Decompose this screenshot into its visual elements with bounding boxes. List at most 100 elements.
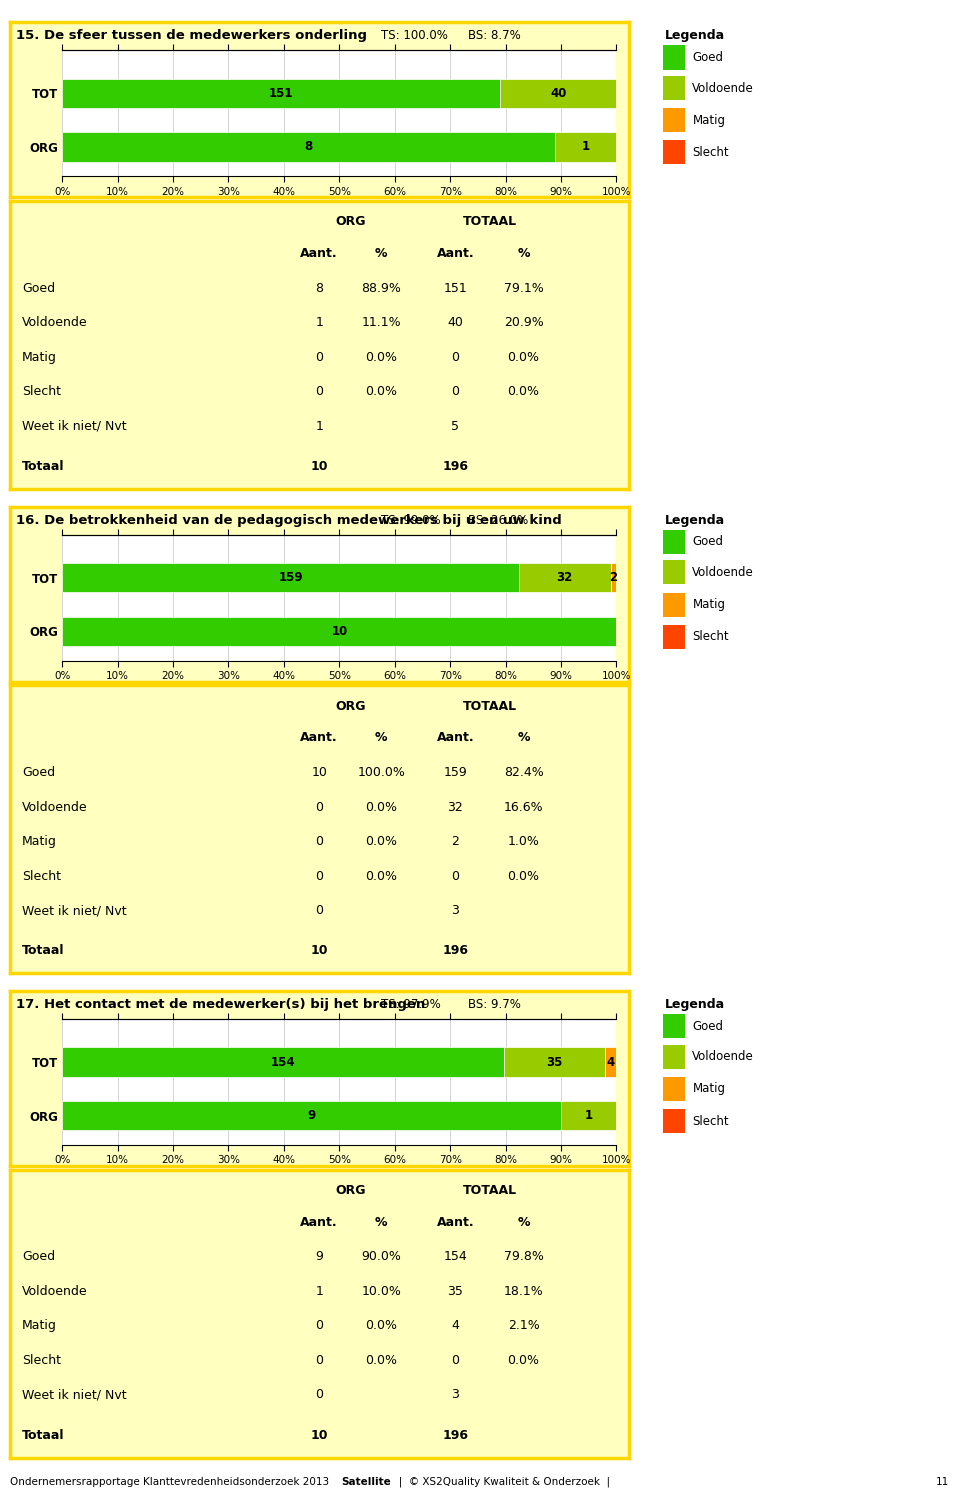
Text: TOTAAL: TOTAAL (463, 216, 516, 229)
Text: 0: 0 (451, 870, 460, 882)
Text: 151: 151 (269, 87, 294, 100)
Bar (663, 625, 685, 649)
Text: Aant.: Aant. (300, 1216, 338, 1228)
Text: 88.9%: 88.9% (361, 282, 401, 295)
Text: 2: 2 (451, 834, 460, 848)
Text: Voldoende: Voldoende (22, 800, 87, 813)
Text: 35: 35 (546, 1056, 563, 1068)
Bar (663, 141, 685, 165)
Text: Weet ik niet/ Nvt: Weet ik niet/ Nvt (22, 419, 127, 433)
Text: 154: 154 (271, 1056, 296, 1068)
Text: 0.0%: 0.0% (508, 351, 540, 364)
Text: 1: 1 (315, 419, 324, 433)
Text: 79.1%: 79.1% (504, 282, 543, 295)
Text: 196: 196 (443, 1429, 468, 1441)
Text: Goed: Goed (22, 282, 55, 295)
Bar (663, 108, 685, 132)
Bar (62, 1101, 561, 1131)
Bar (62, 78, 500, 108)
Text: 1: 1 (585, 1109, 592, 1122)
Text: Slecht: Slecht (22, 870, 61, 882)
Text: Goed: Goed (22, 765, 55, 779)
Text: 0.0%: 0.0% (365, 1354, 397, 1368)
Text: 9: 9 (307, 1109, 316, 1122)
Text: 4: 4 (607, 1056, 614, 1068)
Bar (62, 617, 616, 646)
Text: 0: 0 (315, 351, 324, 364)
Text: 16.6%: 16.6% (504, 800, 543, 813)
Text: 10: 10 (310, 460, 328, 473)
Text: Goed: Goed (692, 51, 724, 64)
Text: 196: 196 (443, 460, 468, 473)
Text: Voldoende: Voldoende (692, 1050, 755, 1064)
Text: Satellite: Satellite (341, 1477, 391, 1486)
Text: 18.1%: 18.1% (504, 1285, 543, 1297)
Text: 0: 0 (315, 905, 324, 917)
Text: Ondernemersrapportage Klanttevredenheidsonderzoek 2013: Ondernemersrapportage Klanttevredenheids… (10, 1477, 335, 1486)
Bar (518, 563, 611, 592)
Text: %: % (517, 731, 530, 745)
Text: 0: 0 (315, 385, 324, 398)
Text: Totaal: Totaal (22, 944, 64, 957)
Bar (62, 132, 555, 162)
Bar (500, 78, 616, 108)
Text: 0.0%: 0.0% (365, 800, 397, 813)
Text: Voldoende: Voldoende (692, 81, 755, 94)
Text: 4: 4 (451, 1320, 460, 1332)
Text: 10: 10 (310, 944, 328, 957)
Text: Legenda: Legenda (664, 998, 725, 1011)
Text: Goed: Goed (22, 1251, 55, 1263)
Text: 10: 10 (311, 765, 327, 779)
Text: 0.0%: 0.0% (365, 834, 397, 848)
Bar (663, 1014, 685, 1038)
Text: 0.0%: 0.0% (508, 1354, 540, 1368)
Bar (504, 1047, 605, 1077)
Text: 3: 3 (451, 905, 460, 917)
Text: |  © XS2Quality Kwaliteit & Onderzoek  |: | © XS2Quality Kwaliteit & Onderzoek | (389, 1476, 610, 1488)
Text: Matig: Matig (22, 1320, 57, 1332)
Text: 11: 11 (936, 1477, 949, 1486)
Text: 40: 40 (447, 316, 464, 330)
Text: 3: 3 (451, 1389, 460, 1402)
Bar (663, 45, 685, 69)
Text: BS: 8.7%: BS: 8.7% (468, 30, 520, 42)
Text: Aant.: Aant. (437, 247, 474, 261)
Text: 8: 8 (315, 282, 324, 295)
Text: Matig: Matig (22, 834, 57, 848)
Text: Aant.: Aant. (437, 1216, 474, 1228)
Text: 82.4%: 82.4% (504, 765, 543, 779)
Text: 40: 40 (550, 87, 566, 100)
Text: Totaal: Totaal (22, 1429, 64, 1441)
Text: TS: 97.9%: TS: 97.9% (381, 998, 441, 1011)
Bar (663, 1109, 685, 1132)
Text: %: % (374, 731, 388, 745)
Text: 9: 9 (315, 1251, 324, 1263)
Text: 2: 2 (610, 571, 617, 584)
Text: %: % (374, 247, 388, 261)
Text: TOTAAL: TOTAAL (463, 1185, 516, 1197)
Text: ORG: ORG (335, 700, 366, 713)
Text: 0: 0 (315, 870, 324, 882)
Bar (663, 76, 685, 100)
Text: 154: 154 (444, 1251, 468, 1263)
Text: 16. De betrokkenheid van de pedagogisch medewerkers bij u en uw kind: 16. De betrokkenheid van de pedagogisch … (15, 514, 562, 527)
Bar (555, 132, 616, 162)
Text: 159: 159 (278, 571, 302, 584)
Text: 35: 35 (447, 1285, 464, 1297)
Text: 0.0%: 0.0% (508, 870, 540, 882)
Text: BS: 26.0%: BS: 26.0% (468, 514, 528, 527)
Text: TS: 100.0%: TS: 100.0% (381, 30, 448, 42)
Text: 0: 0 (315, 800, 324, 813)
Text: TS: 99.0%: TS: 99.0% (381, 514, 441, 527)
Text: 0: 0 (451, 1354, 460, 1368)
Text: Legenda: Legenda (664, 514, 725, 527)
Text: 5: 5 (451, 419, 460, 433)
Text: 10.0%: 10.0% (361, 1285, 401, 1297)
Text: Matig: Matig (692, 598, 726, 611)
Text: %: % (517, 247, 530, 261)
Text: 0: 0 (315, 834, 324, 848)
Text: Matig: Matig (692, 1083, 726, 1095)
Bar (62, 563, 518, 592)
Text: Slecht: Slecht (22, 385, 61, 398)
Text: Voldoende: Voldoende (692, 566, 755, 578)
